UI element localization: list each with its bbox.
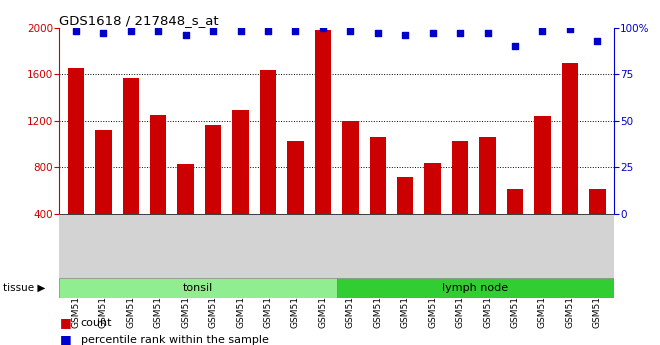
Bar <box>232 110 249 260</box>
Bar <box>315 30 331 260</box>
Bar <box>67 68 84 260</box>
Point <box>510 43 520 49</box>
Point <box>345 29 356 34</box>
Bar <box>95 130 112 260</box>
Text: GDS1618 / 217848_s_at: GDS1618 / 217848_s_at <box>59 14 219 27</box>
Bar <box>370 137 386 260</box>
Bar <box>397 177 413 260</box>
Point <box>372 30 383 36</box>
Bar <box>589 189 606 260</box>
Point <box>125 29 136 34</box>
Point <box>455 30 465 36</box>
Point <box>537 29 548 34</box>
Bar <box>178 164 194 260</box>
Bar <box>337 278 614 298</box>
Text: count: count <box>81 318 112 327</box>
Point <box>400 32 411 38</box>
Bar <box>205 125 221 260</box>
Bar <box>479 137 496 260</box>
Bar <box>452 140 469 260</box>
Bar <box>287 140 304 260</box>
Bar <box>260 69 277 260</box>
Point <box>208 29 218 34</box>
Point <box>153 29 164 34</box>
Text: tissue ▶: tissue ▶ <box>3 283 46 293</box>
Bar <box>562 62 578 260</box>
Text: ■: ■ <box>59 316 71 329</box>
Bar <box>150 115 166 260</box>
Bar <box>342 121 358 260</box>
Bar <box>424 163 441 260</box>
Point <box>180 32 191 38</box>
Point <box>592 38 603 43</box>
Point <box>428 30 438 36</box>
Point <box>263 29 273 34</box>
Text: ■: ■ <box>59 333 71 345</box>
Bar <box>534 116 550 260</box>
Bar <box>507 189 523 260</box>
Point <box>290 29 301 34</box>
Point <box>235 29 246 34</box>
Point <box>71 29 81 34</box>
Point <box>564 27 575 32</box>
Point <box>482 30 493 36</box>
Point <box>98 30 109 36</box>
Text: tonsil: tonsil <box>183 283 213 293</box>
Bar <box>123 78 139 260</box>
Text: percentile rank within the sample: percentile rank within the sample <box>81 335 269 345</box>
Bar <box>59 278 337 298</box>
Text: lymph node: lymph node <box>442 283 508 293</box>
Point <box>317 25 328 30</box>
